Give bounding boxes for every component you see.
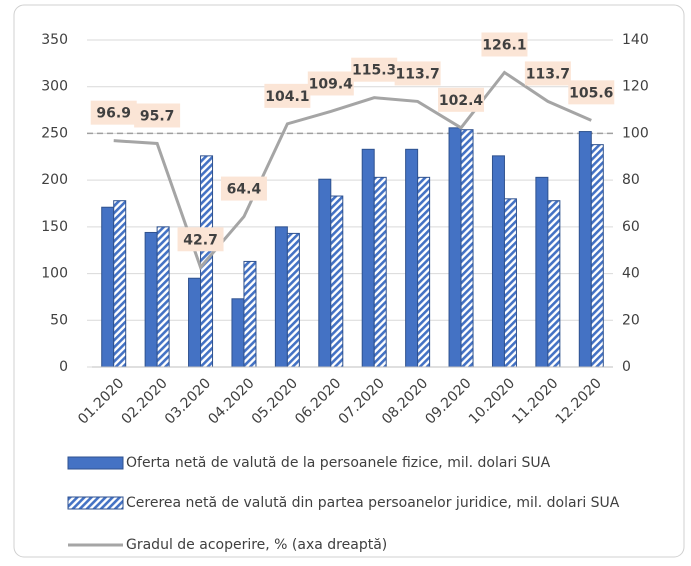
y-tick-label: 350 xyxy=(41,32,68,48)
bar xyxy=(361,148,375,368)
bar xyxy=(113,200,127,368)
y-tick-label: 0 xyxy=(59,359,68,375)
data-label: 105.6 xyxy=(569,85,613,101)
data-label-box xyxy=(351,57,398,82)
bar xyxy=(274,226,288,368)
legend-label: Cererea netă de valută din partea persoa… xyxy=(126,495,620,511)
bar xyxy=(156,226,170,368)
data-label: 113.7 xyxy=(395,66,439,82)
data-label: 95.7 xyxy=(140,108,175,124)
y2-tick-label: 120 xyxy=(622,79,649,95)
legend-swatch xyxy=(67,456,124,470)
data-label-box xyxy=(438,87,485,112)
data-label: 109.4 xyxy=(309,76,354,92)
bar xyxy=(286,232,300,368)
data-label-box xyxy=(177,227,224,252)
data-label: 113.7 xyxy=(526,66,570,82)
data-label-box xyxy=(90,100,137,125)
bar xyxy=(188,277,202,368)
legend-swatch xyxy=(67,496,124,510)
legend-label: Oferta netă de valută de la persoanele f… xyxy=(126,455,551,471)
data-label: 64.4 xyxy=(227,182,262,198)
data-label-box xyxy=(134,103,181,128)
data-label-box xyxy=(307,71,354,96)
bar xyxy=(231,298,245,368)
chart-border xyxy=(13,4,685,558)
y-tick-label: 200 xyxy=(41,172,68,188)
bar xyxy=(547,200,561,368)
data-label: 104.1 xyxy=(265,89,309,105)
y2-tick-label: 100 xyxy=(622,125,649,141)
y2-tick-label: 140 xyxy=(622,32,649,48)
y2-tick-label: 80 xyxy=(622,172,640,188)
bar xyxy=(330,195,344,368)
y2-tick-label: 60 xyxy=(622,219,640,235)
bar xyxy=(491,155,505,368)
data-label-box xyxy=(264,83,311,108)
data-label: 102.4 xyxy=(439,93,484,109)
data-label-box xyxy=(481,32,528,57)
bar xyxy=(243,260,257,368)
bar xyxy=(373,176,387,368)
y-tick-label: 250 xyxy=(41,125,68,141)
y2-tick-label: 20 xyxy=(622,312,640,328)
data-label-box xyxy=(524,61,571,86)
bar xyxy=(318,178,332,368)
bar xyxy=(405,148,419,368)
data-label-box xyxy=(394,61,441,86)
y-tick-label: 150 xyxy=(41,219,68,235)
bar xyxy=(101,206,115,368)
bar xyxy=(503,198,517,368)
bar xyxy=(448,127,462,368)
bar xyxy=(578,131,592,368)
data-label: 115.3 xyxy=(352,63,396,79)
bar xyxy=(535,176,549,368)
data-label: 96.9 xyxy=(96,106,131,122)
legend-label: Gradul de acoperire, % (axa dreaptă) xyxy=(126,537,387,553)
data-label: 126.1 xyxy=(482,37,526,53)
y-tick-label: 100 xyxy=(41,266,68,282)
y2-tick-label: 0 xyxy=(622,359,631,375)
bar xyxy=(417,176,431,368)
bar xyxy=(144,231,158,368)
data-label-box xyxy=(220,176,267,201)
y2-tick-label: 40 xyxy=(622,266,640,282)
data-label: 42.7 xyxy=(183,232,218,248)
y-tick-label: 300 xyxy=(41,79,68,95)
bar xyxy=(460,129,474,368)
data-label-box xyxy=(568,80,615,105)
bar xyxy=(590,144,604,368)
y-tick-label: 50 xyxy=(50,312,68,328)
